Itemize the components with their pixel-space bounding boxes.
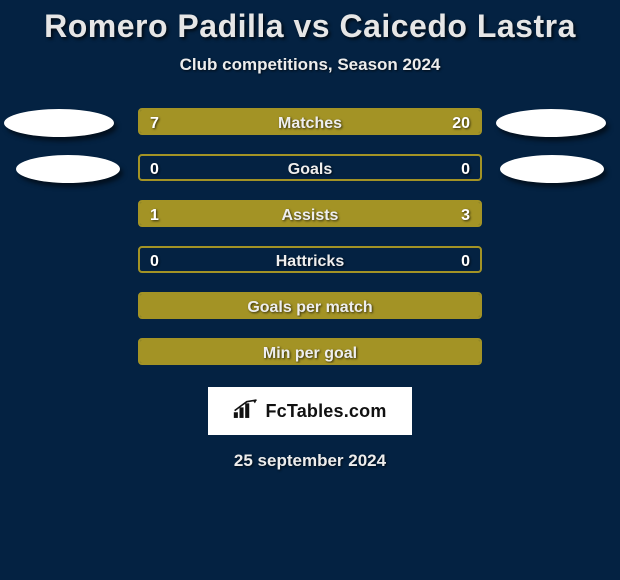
metric-track: 7 Matches 20 bbox=[138, 108, 482, 135]
player-avatar-left bbox=[4, 109, 114, 137]
metric-track: Min per goal bbox=[138, 338, 482, 365]
comparison-stage: 7 Matches 20 0 Goals 0 1 Assists 3 bbox=[0, 101, 620, 377]
brand-box: FcTables.com bbox=[208, 387, 412, 435]
metric-track: 0 Goals 0 bbox=[138, 154, 482, 181]
value-right: 20 bbox=[442, 110, 480, 135]
footer-date: 25 september 2024 bbox=[0, 451, 620, 471]
value-left: 1 bbox=[140, 202, 169, 227]
metric-track: Goals per match bbox=[138, 292, 482, 319]
metric-track: 0 Hattricks 0 bbox=[138, 246, 482, 273]
value-right: 0 bbox=[451, 156, 480, 181]
value-right: 3 bbox=[451, 202, 480, 227]
value-left: 7 bbox=[140, 110, 169, 135]
metric-track: 1 Assists 3 bbox=[138, 200, 482, 227]
page-title: Romero Padilla vs Caicedo Lastra bbox=[0, 0, 620, 45]
player-avatar-left bbox=[16, 155, 120, 183]
brand-logo-icon bbox=[233, 398, 259, 425]
metric-row: 0 Goals 0 bbox=[0, 147, 620, 193]
brand-text: FcTables.com bbox=[265, 401, 386, 422]
player-avatar-right bbox=[496, 109, 606, 137]
metric-row: 1 Assists 3 bbox=[0, 193, 620, 239]
metric-row: Min per goal bbox=[0, 331, 620, 377]
player-avatar-right bbox=[500, 155, 604, 183]
bar-left bbox=[140, 294, 480, 317]
bar-left bbox=[140, 340, 480, 363]
value-right: 0 bbox=[451, 248, 480, 273]
value-left: 0 bbox=[140, 156, 169, 181]
metric-label: Hattricks bbox=[140, 248, 480, 273]
bar-right bbox=[225, 202, 480, 225]
metric-row: 0 Hattricks 0 bbox=[0, 239, 620, 285]
subtitle: Club competitions, Season 2024 bbox=[0, 55, 620, 75]
value-left: 0 bbox=[140, 248, 169, 273]
metric-row: Goals per match bbox=[0, 285, 620, 331]
metric-row: 7 Matches 20 bbox=[0, 101, 620, 147]
metric-label: Goals bbox=[140, 156, 480, 181]
